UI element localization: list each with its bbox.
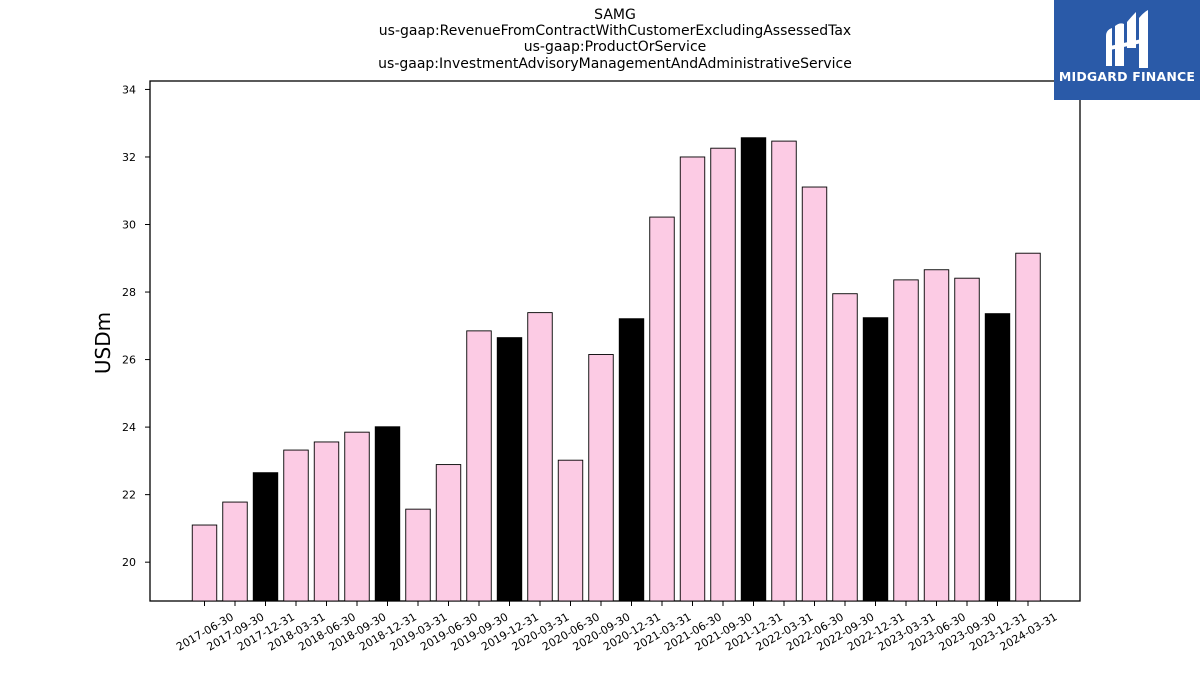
midgard-logo-icon (1106, 10, 1148, 68)
bar (862, 317, 889, 602)
bar (984, 313, 1011, 602)
y-tick-label: 22 (122, 489, 136, 502)
plot-frame (149, 80, 1081, 602)
bar (710, 147, 736, 602)
bar (801, 186, 828, 602)
bar (923, 269, 950, 602)
bar (557, 459, 584, 602)
y-tick-label: 26 (122, 354, 136, 367)
bar (740, 137, 767, 602)
bar (1015, 252, 1041, 602)
y-tick-label: 20 (122, 556, 136, 569)
bar (344, 431, 370, 602)
bar (374, 426, 401, 602)
bar (252, 472, 279, 602)
bar (313, 441, 340, 602)
y-tick-label: 24 (122, 421, 136, 434)
bar (893, 279, 919, 602)
title-line-concept: us-gaap:RevenueFromContractWithCustomerE… (378, 23, 852, 39)
bar (527, 312, 553, 602)
y-axis-label: USDm (91, 312, 115, 374)
bar (649, 216, 675, 602)
bar (832, 293, 858, 602)
y-tick-label: 28 (122, 286, 136, 299)
bar (771, 140, 797, 602)
bar (191, 524, 218, 602)
title-line-member: us-gaap:InvestmentAdvisoryManagementAndA… (378, 56, 852, 72)
bar (466, 330, 492, 602)
bar (588, 354, 614, 602)
y-tick-label: 32 (122, 151, 136, 164)
title-line-axis: us-gaap:ProductOrService (523, 39, 707, 55)
bar (496, 337, 523, 602)
bar (679, 156, 706, 602)
bar (283, 449, 309, 602)
bar (405, 508, 431, 602)
bar (618, 318, 645, 602)
bar (222, 501, 248, 602)
bar (954, 277, 980, 602)
bar (435, 464, 462, 602)
y-tick-label: 34 (122, 83, 136, 96)
title-line-ticker: SAMG (594, 7, 636, 23)
logo-text: MIDGARD FINANCE (1058, 69, 1196, 84)
y-tick-label: 30 (122, 219, 136, 232)
brand-logo: MIDGARD FINANCE (1054, 0, 1200, 100)
